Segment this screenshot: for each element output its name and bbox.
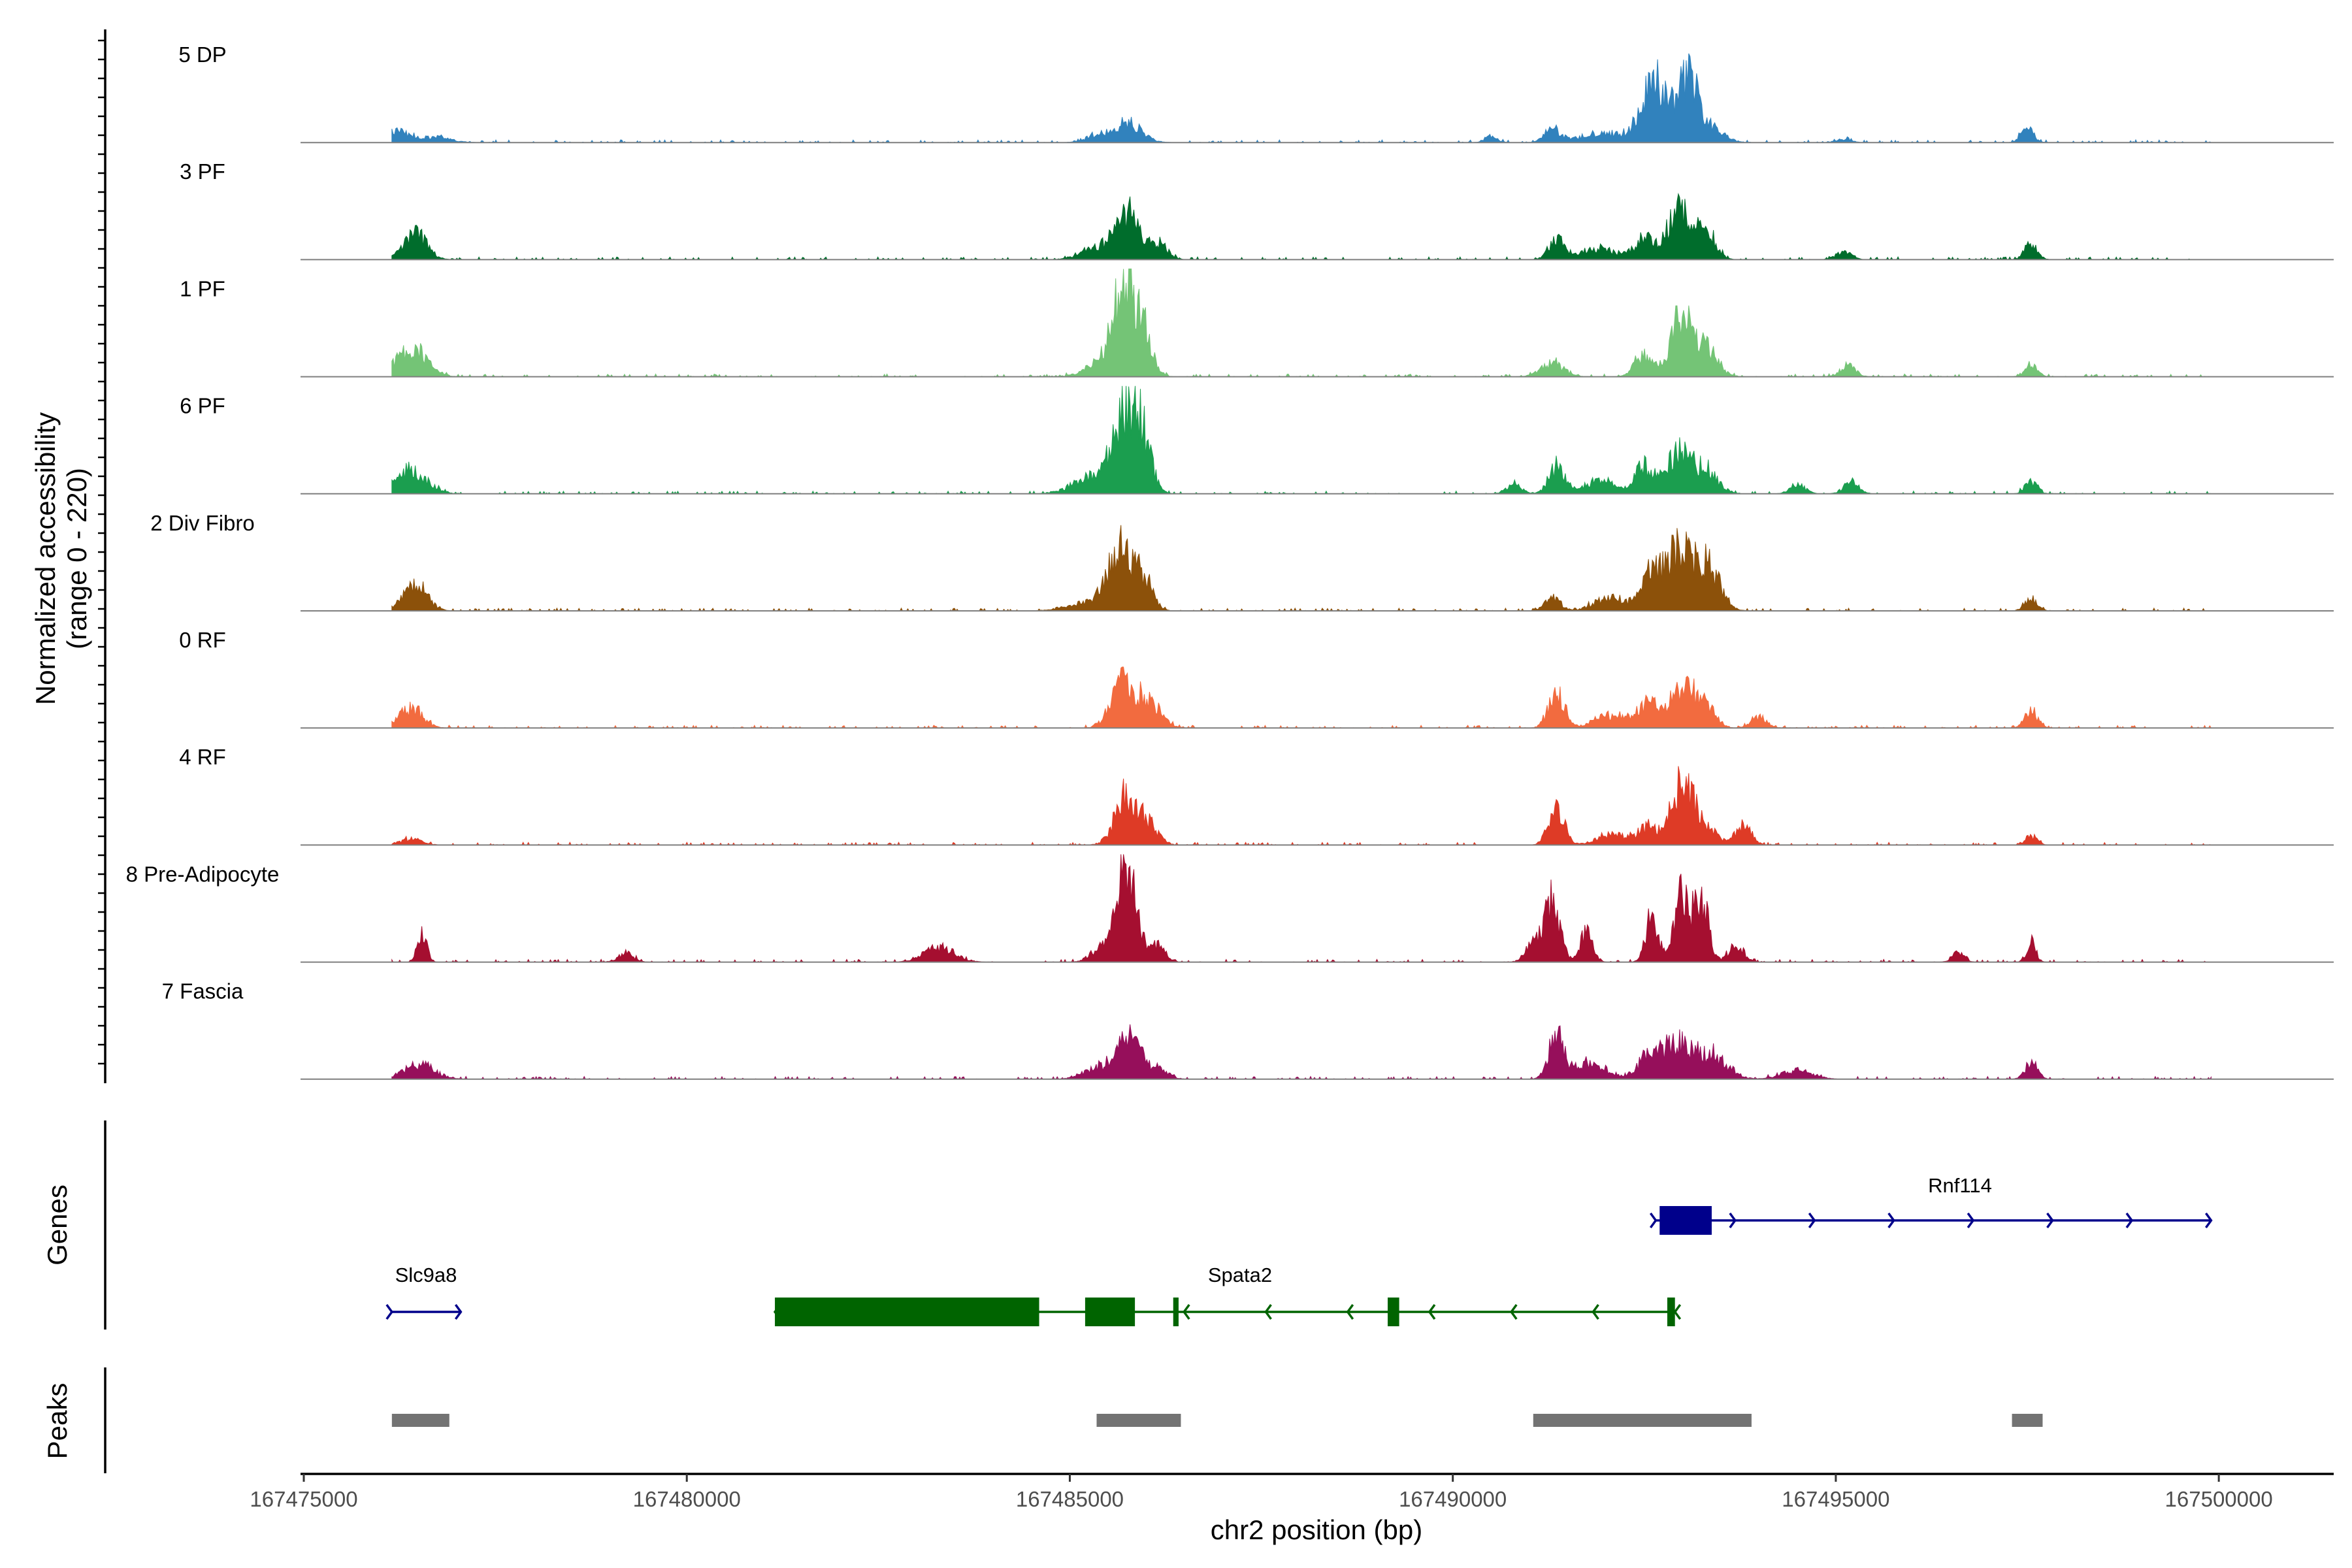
track-label: 3 PF [180, 159, 225, 184]
strand-chevron [454, 1303, 463, 1320]
peaks-panel [391, 1414, 2043, 1427]
coverage-tracks: 5 DP 3 PF 1 PF 6 PF 2 Div Fibro 0 RF 4 RF 8 Pre… [126, 42, 2334, 1080]
x-axis: 167475000 167480000 167485000 167490000 1674… [250, 1473, 2334, 1511]
coverage-area [391, 666, 2212, 729]
peak-region [2012, 1414, 2043, 1427]
tracks-y-axis [98, 29, 106, 1083]
x-tick-label: 167490000 [1399, 1487, 1507, 1511]
strand-chevron [1592, 1303, 1599, 1320]
strand-chevron [1183, 1303, 1190, 1320]
x-tick-label: 167495000 [1782, 1487, 1889, 1511]
strand-chevron [2046, 1212, 2054, 1229]
coverage-area [391, 385, 2212, 495]
coverage-area [391, 1024, 2212, 1080]
track-2-div-fibro: 2 Div Fibro [150, 511, 2334, 612]
track-label: 0 RF [179, 628, 226, 652]
strand-chevron [1887, 1212, 1895, 1229]
gene-spata2: Spata2 [773, 1264, 1682, 1326]
gene-label: Slc9a8 [395, 1264, 457, 1286]
coverage-area [391, 525, 2212, 612]
x-tick-label: 167485000 [1016, 1487, 1124, 1511]
track-label: 6 PF [180, 394, 225, 418]
track-1-pf: 1 PF [180, 269, 2334, 378]
exon [1667, 1298, 1675, 1326]
coverage-area [391, 854, 2212, 963]
gene-label: Spata2 [1208, 1264, 1272, 1286]
strand-chevron [1808, 1212, 1816, 1229]
exon [775, 1298, 1039, 1326]
strand-chevron [1649, 1212, 1658, 1229]
x-tick-label: 167475000 [250, 1487, 357, 1511]
track-label: 8 Pre-Adipocyte [126, 862, 280, 886]
x-axis-title: chr2 position (bp) [1211, 1514, 1423, 1545]
track-0-rf: 0 RF [179, 628, 2334, 729]
track-label: 5 DP [178, 42, 226, 67]
x-tick-label: 167480000 [633, 1487, 741, 1511]
peak-region [391, 1414, 449, 1427]
x-tick-label: 167500000 [2165, 1487, 2273, 1511]
track-6-pf: 6 PF [180, 385, 2334, 495]
peak-region [1096, 1414, 1181, 1427]
strand-chevron [1673, 1303, 1682, 1320]
track-label: 4 RF [179, 745, 226, 769]
track-4-rf: 4 RF [179, 745, 2334, 846]
track-label: 7 Fascia [162, 979, 244, 1004]
strand-chevron [1967, 1212, 1975, 1229]
coverage-area [391, 193, 2212, 261]
exon [1659, 1206, 1712, 1235]
track-3-pf: 3 PF [180, 159, 2334, 261]
track-5-dp: 5 DP [178, 42, 2334, 144]
exon [1085, 1298, 1135, 1326]
strand-chevron [1264, 1303, 1272, 1320]
peaks-panel-title: Peaks [42, 1383, 73, 1460]
exon [1173, 1298, 1179, 1326]
exon [1388, 1298, 1399, 1326]
coverage-area [391, 53, 2212, 144]
track-8-pre-adipocyte: 8 Pre-Adipocyte [126, 854, 2334, 963]
peak-region [1533, 1414, 1752, 1427]
gene-slc9a8: Slc9a8 [385, 1264, 463, 1320]
gene-rnf114: Rnf114 [1649, 1174, 2213, 1235]
strand-chevron [2125, 1212, 2134, 1229]
strand-chevron [1729, 1212, 1737, 1229]
strand-chevron [1346, 1303, 1354, 1320]
gene-label: Rnf114 [1928, 1174, 1992, 1197]
strand-chevron [1428, 1303, 1436, 1320]
strand-chevron [2204, 1212, 2213, 1229]
strand-chevron [385, 1303, 393, 1320]
y-axis-title-line1: Normalized accessibility [30, 412, 61, 705]
track-7-fascia: 7 Fascia [162, 979, 2334, 1080]
coverage-area [391, 269, 2212, 378]
y-axis-title-line2: (range 0 - 220) [61, 468, 92, 649]
track-label: 1 PF [180, 276, 225, 301]
genes-panel: Rnf114 Slc9a8 Spata2 [385, 1174, 2213, 1326]
coverage-area [391, 766, 2212, 846]
track-label: 2 Div Fibro [150, 511, 255, 535]
strand-chevron [1510, 1303, 1518, 1320]
genes-panel-title: Genes [42, 1184, 73, 1266]
